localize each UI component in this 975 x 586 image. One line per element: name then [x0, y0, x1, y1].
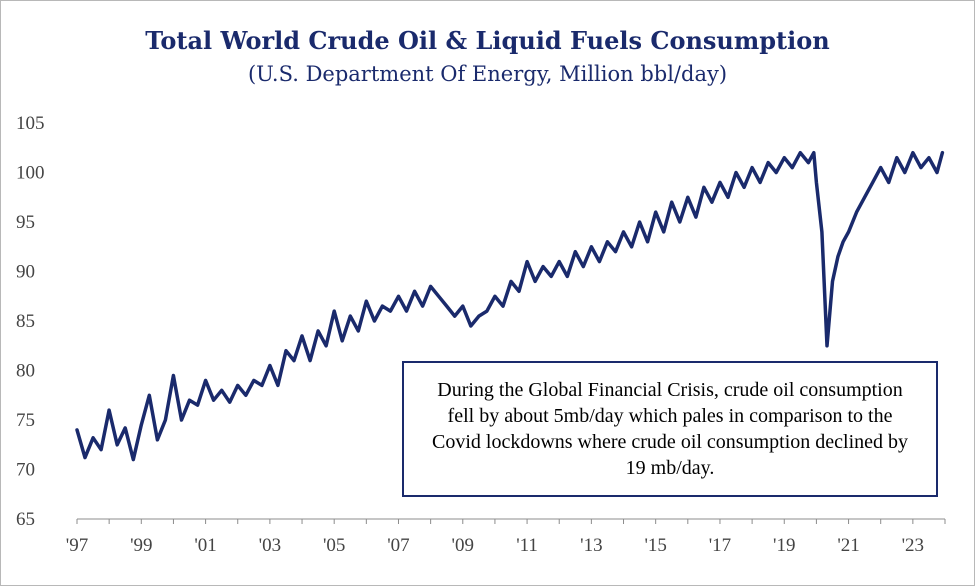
y-tick-label: 95 — [16, 212, 35, 233]
x-tick-label: '97 — [66, 535, 88, 556]
x-tick-label: '19 — [773, 535, 795, 556]
x-tick-label: '03 — [259, 535, 281, 556]
x-tick-label: '11 — [516, 535, 538, 556]
x-tick-label: '17 — [709, 535, 731, 556]
annotation-box: During the Global Financial Crisis, crud… — [402, 361, 938, 497]
y-tick-label: 105 — [16, 113, 45, 134]
annotation-text: During the Global Financial Crisis, crud… — [431, 379, 908, 479]
y-tick-label: 90 — [16, 262, 35, 283]
series-line — [75, 150, 945, 462]
x-tick-label: '07 — [387, 535, 409, 556]
x-tick-label: '01 — [194, 535, 216, 556]
x-tick-label: '21 — [837, 535, 859, 556]
y-tick-label: 75 — [16, 410, 35, 431]
y-tick-label: 80 — [16, 361, 35, 382]
y-axis-ticks: 65 70 75 80 85 90 95 100 105 — [16, 113, 45, 530]
x-tick-label: '15 — [644, 535, 666, 556]
x-tick-label: '05 — [323, 535, 345, 556]
x-axis: '97 '99 '01 '03 '05 '07 '09 '11 '13 '15 '17 '19 '21 '… — [66, 518, 946, 556]
series-layer — [75, 150, 945, 462]
chart-title: Total World Crude Oil & Liquid Fuels Con… — [145, 26, 830, 55]
y-tick-label: 65 — [16, 509, 35, 530]
x-tick-label: '23 — [902, 535, 924, 556]
x-tick-label: '09 — [452, 535, 474, 556]
x-tick-label: '13 — [580, 535, 602, 556]
y-tick-label: 70 — [16, 460, 35, 481]
chart-subtitle: (U.S. Department Of Energy, Million bbl/… — [247, 62, 728, 86]
y-tick-label: 100 — [16, 163, 45, 184]
y-tick-label: 85 — [16, 311, 35, 332]
x-tick-label: '99 — [130, 535, 152, 556]
